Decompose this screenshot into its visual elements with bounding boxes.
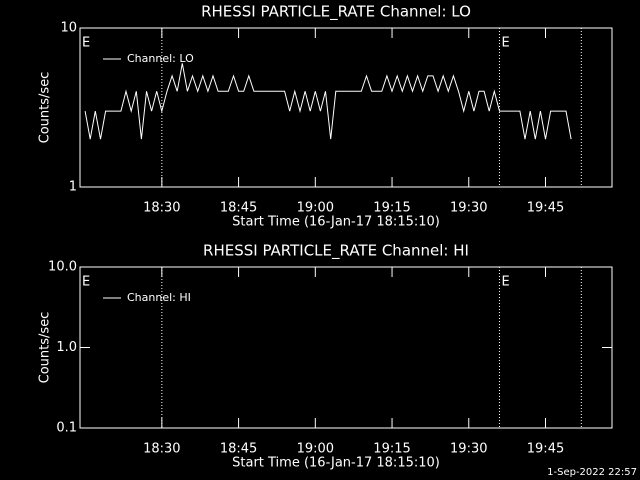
chart-title: RHESSI PARTICLE_RATE Channel: LO — [201, 3, 471, 22]
y-tick-label: 0.1 — [56, 421, 77, 436]
x-tick-label: 18:45 — [220, 201, 257, 216]
plot-frame — [79, 27, 613, 188]
x-tick-label: 19:30 — [450, 201, 487, 216]
x-axis-label: Start Time (16-Jan-17 18:15:10) — [232, 215, 440, 230]
x-tick-label: 19:45 — [527, 201, 564, 216]
y-tick-label: 10.0 — [48, 260, 77, 275]
y-tick-label: 1.0 — [56, 340, 77, 355]
y-axis-label: Counts/sec — [38, 312, 53, 384]
x-axis-label: Start Time (16-Jan-17 18:15:10) — [232, 456, 440, 471]
x-tick-label: 18:30 — [143, 442, 180, 457]
annotation: E — [501, 36, 509, 51]
y-axis-label: Counts/sec — [38, 72, 53, 144]
x-tick-label: 18:45 — [220, 442, 257, 457]
data-line — [84, 63, 572, 140]
x-tick-label: 19:15 — [373, 201, 410, 216]
footer: 1-Sep-2022 22:57 — [547, 467, 637, 478]
x-tick-label: 18:30 — [143, 201, 180, 216]
x-tick-label: 19:45 — [527, 442, 564, 457]
y-tick-label: 1 — [69, 180, 77, 195]
legend-label: Channel: LO — [127, 52, 194, 65]
x-tick-label: 19:15 — [373, 442, 410, 457]
x-tick-label: 19:30 — [450, 442, 487, 457]
annotation: E — [82, 36, 90, 51]
chart-title: RHESSI PARTICLE_RATE Channel: HI — [203, 242, 469, 261]
x-tick-label: 19:00 — [297, 201, 334, 216]
y-tick-label: 10 — [60, 21, 77, 36]
annotation: E — [82, 275, 90, 290]
x-tick-label: 19:00 — [297, 442, 334, 457]
legend-label: Channel: HI — [127, 291, 191, 304]
annotation: E — [501, 275, 509, 290]
